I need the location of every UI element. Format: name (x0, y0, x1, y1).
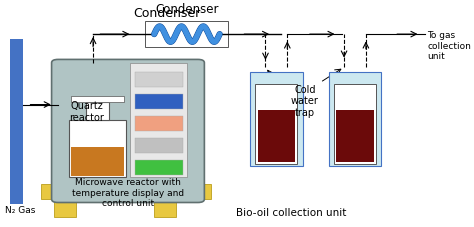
Bar (135, 160, 182, 175)
Bar (130, 63, 187, 178)
Text: Condenser: Condenser (134, 7, 201, 20)
Text: Bio-oil collection unit: Bio-oil collection unit (237, 207, 347, 217)
Text: Quartz
reactor: Quartz reactor (69, 101, 104, 122)
Bar (329, 72, 381, 166)
Bar (10, 39, 23, 204)
Text: To gas
collection
unit: To gas collection unit (427, 31, 471, 61)
Bar (336, 110, 374, 162)
Bar (41, 184, 211, 199)
Bar (54, 199, 75, 217)
Bar (135, 116, 182, 131)
Bar (154, 199, 176, 217)
Text: Cold
water
trap: Cold water trap (291, 84, 319, 117)
Bar (250, 72, 302, 166)
Bar (146, 22, 228, 48)
Text: Microwave reactor with
temperature display and
control unit: Microwave reactor with temperature displ… (72, 177, 184, 207)
Bar (135, 138, 182, 153)
Bar (334, 84, 376, 165)
FancyBboxPatch shape (52, 60, 204, 203)
Bar (71, 97, 124, 102)
Bar (86, 102, 109, 121)
Text: Condenser: Condenser (155, 3, 219, 16)
Bar (135, 94, 182, 109)
Bar (135, 72, 182, 88)
Bar (258, 110, 295, 162)
Text: N₂ Gas: N₂ Gas (5, 205, 35, 214)
Bar (69, 121, 126, 178)
Bar (71, 148, 124, 176)
Bar (255, 84, 297, 165)
